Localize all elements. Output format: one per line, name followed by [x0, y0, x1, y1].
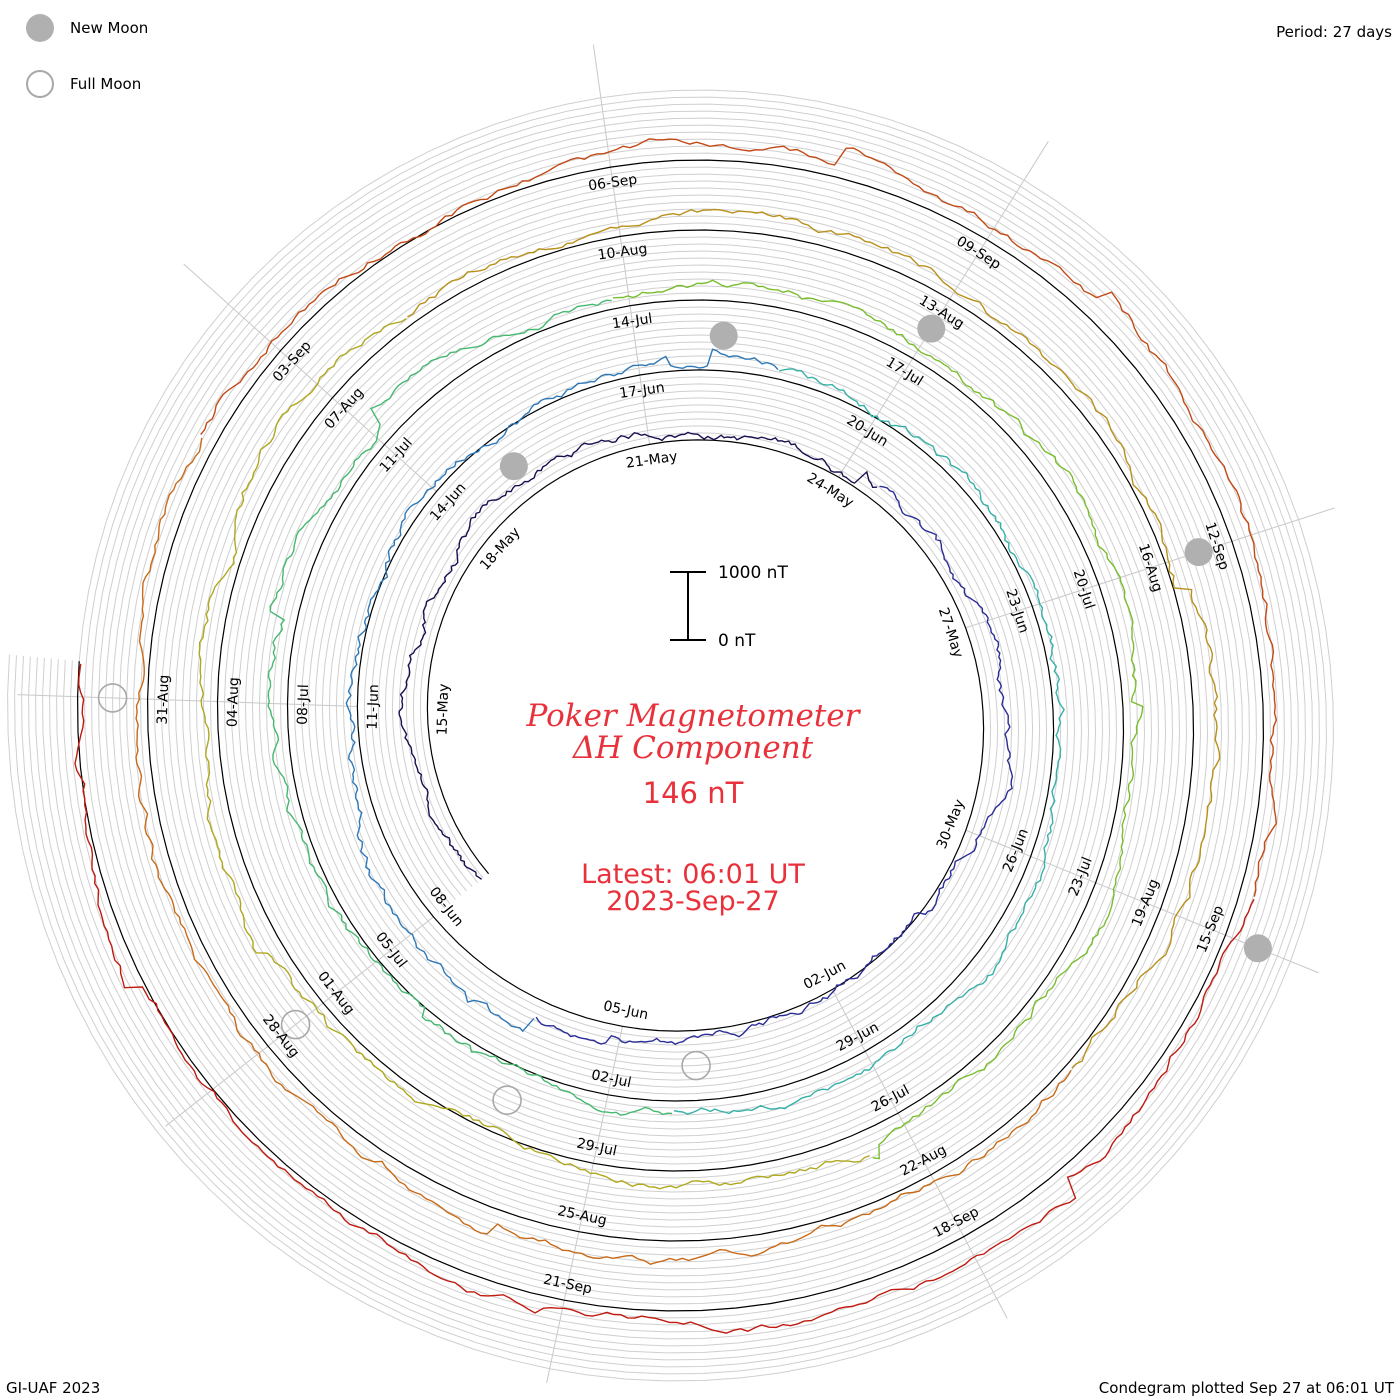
- new-moon-marker: [1243, 934, 1272, 963]
- radial-grid-line: [838, 141, 1049, 478]
- chart-subtitle: ΔH Component: [572, 730, 814, 766]
- reference-ring: [35, 117, 1306, 1354]
- reference-ring: [49, 131, 1292, 1340]
- date-label: 21-May: [625, 449, 679, 472]
- date-label: 11-Jun: [365, 684, 383, 730]
- footer-plotted: Condegram plotted Sep 27 at 06:01 UT: [1098, 1379, 1394, 1397]
- date-label: 31-Aug: [155, 674, 173, 724]
- date-label: 17-Jul: [883, 354, 926, 389]
- radial-grid-line: [165, 916, 434, 1127]
- legend-full-moon-label: Full Moon: [70, 75, 142, 93]
- data-trace-segment: [407, 208, 1221, 1069]
- new-moon-marker: [709, 321, 738, 350]
- date-label: 26-Jul: [869, 1082, 912, 1115]
- reference-ring: [63, 145, 1278, 1326]
- latest-time: Latest: 06:01 UT: [581, 859, 805, 890]
- reference-ring: [21, 103, 1320, 1368]
- date-label: 06-Sep: [587, 172, 638, 195]
- date-label: 10-Aug: [597, 241, 649, 264]
- baseline-spiral: [76, 159, 1265, 1312]
- radial-grid-line: [831, 989, 1008, 1319]
- scale-top-label: 1000 nT: [718, 563, 788, 583]
- data-trace-segment: [673, 368, 1065, 1115]
- legend-new-moon-label: New Moon: [70, 19, 149, 37]
- new-moon-marker: [1184, 538, 1213, 567]
- baseline-spiral-line: [76, 159, 1265, 1312]
- date-label: 04-Aug: [225, 677, 243, 727]
- date-label: 15-May: [434, 683, 452, 735]
- date-label: 11-Jul: [377, 435, 416, 476]
- legend-full-moon: Full Moon: [26, 70, 141, 98]
- data-trace: [74, 138, 1278, 1334]
- full-moon-icon: [26, 70, 54, 98]
- full-moon-marker: [280, 1009, 311, 1040]
- new-moon-marker: [499, 452, 528, 481]
- date-label: 14-Jul: [611, 311, 653, 332]
- date-label: 08-Jul: [295, 684, 312, 725]
- radial-grid-line: [965, 507, 1335, 629]
- full-moon-marker: [681, 1050, 711, 1081]
- date-label: 27-May: [935, 606, 966, 660]
- data-trace-segment: [135, 437, 1072, 1265]
- chart-title: Poker Magnetometer: [526, 698, 860, 734]
- data-trace-segment: [345, 348, 779, 1033]
- data-trace-segment: [267, 299, 673, 1116]
- data-trace-segment: [612, 279, 1144, 1160]
- reference-ring: [70, 152, 1271, 1319]
- radial-grid-line: [17, 694, 358, 707]
- legend-new-moon: New Moon: [26, 14, 148, 42]
- reference-ring: [14, 96, 1327, 1375]
- new-moon-icon: [26, 14, 54, 42]
- data-trace-segment: [74, 663, 1255, 1334]
- new-moon-marker: [917, 314, 946, 343]
- date-label: 29-Jul: [575, 1136, 618, 1160]
- date-label: 18-May: [477, 524, 524, 573]
- date-label: 02-Jul: [590, 1067, 633, 1091]
- date-label: 02-Jun: [801, 958, 849, 994]
- period-label: Period: 27 days: [1276, 23, 1392, 41]
- footer-credit: GI-UAF 2023: [6, 1379, 101, 1397]
- radial-grid-line: [183, 263, 437, 492]
- scale-bar: [670, 571, 706, 641]
- full-moon-marker: [492, 1085, 522, 1115]
- data-trace-segment: [398, 431, 878, 880]
- data-trace-segment: [198, 318, 870, 1190]
- moon-phase-markers: [97, 314, 1272, 1115]
- date-label: 17-Jun: [618, 380, 665, 402]
- reference-ring: [42, 124, 1299, 1347]
- data-trace-segment: [200, 138, 1278, 897]
- date-label: 05-Jun: [602, 998, 650, 1023]
- current-value: 146 nT: [642, 776, 744, 810]
- full-moon-marker: [97, 683, 128, 713]
- date-label: 24-May: [804, 470, 856, 511]
- scale-bottom-label: 0 nT: [718, 631, 756, 651]
- data-trace-segment: [535, 485, 1014, 1045]
- date-label: 16-Aug: [1135, 542, 1166, 594]
- latest-date: 2023-Sep-27: [606, 886, 780, 917]
